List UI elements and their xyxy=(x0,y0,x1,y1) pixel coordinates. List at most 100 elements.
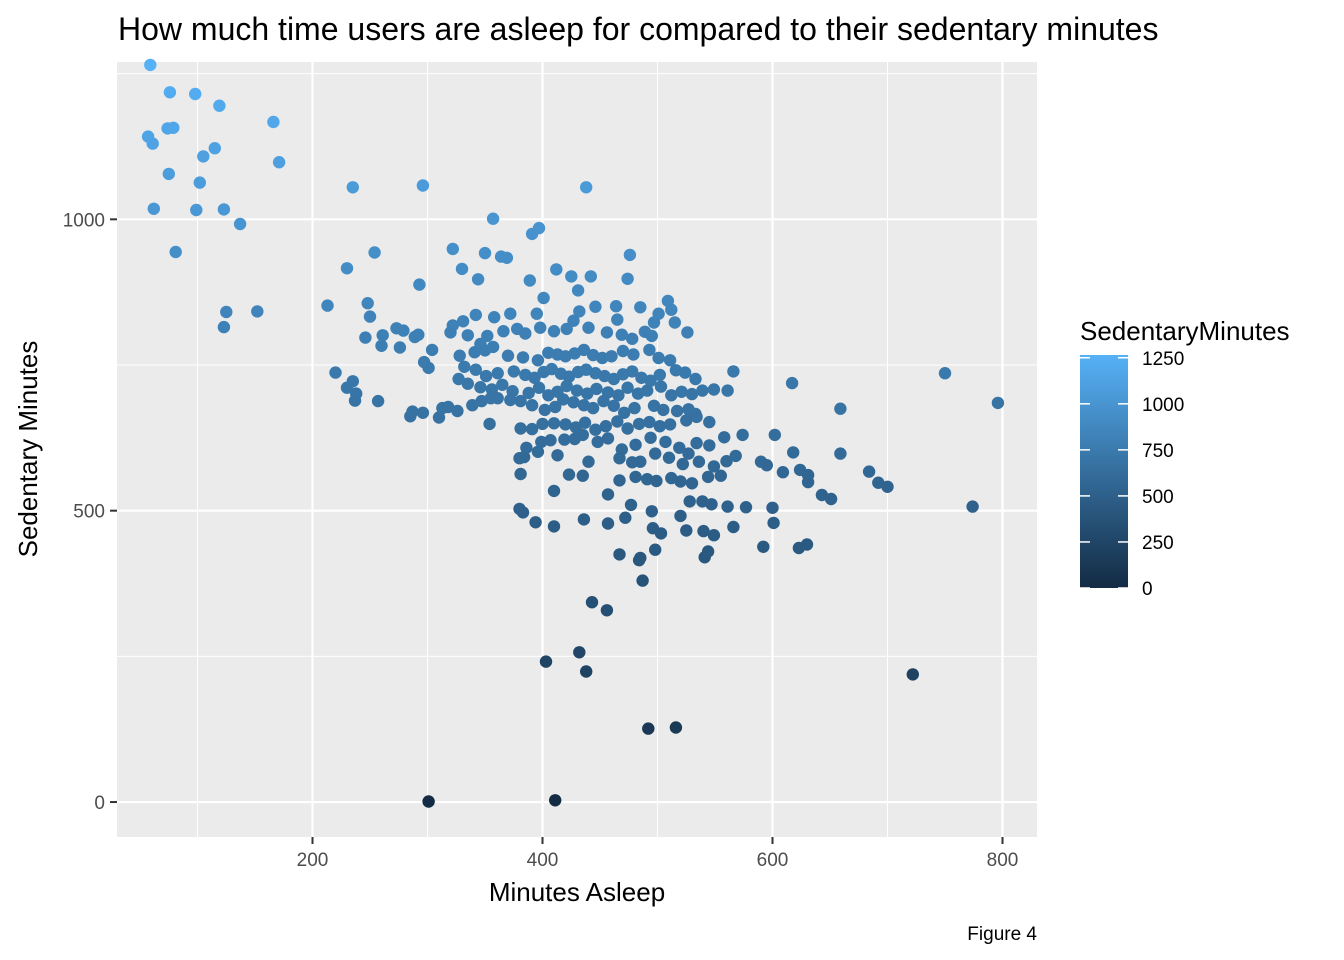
data-point xyxy=(346,375,359,388)
data-point xyxy=(340,262,354,275)
data-point xyxy=(550,263,563,276)
data-point xyxy=(458,360,471,373)
data-point xyxy=(647,399,661,412)
data-point xyxy=(573,305,586,318)
plot-panel xyxy=(117,62,1037,837)
data-point xyxy=(536,417,549,431)
data-point xyxy=(513,502,526,516)
data-point xyxy=(393,341,407,354)
data-point xyxy=(406,405,419,418)
data-point xyxy=(714,469,727,482)
data-point xyxy=(801,475,815,489)
data-point xyxy=(567,314,580,327)
data-point xyxy=(189,87,202,101)
data-point xyxy=(576,428,589,442)
data-point xyxy=(361,297,374,310)
data-point xyxy=(621,422,634,435)
data-point xyxy=(669,721,683,734)
data-point xyxy=(645,505,658,518)
data-point xyxy=(163,86,177,99)
data-point xyxy=(577,513,591,526)
data-point xyxy=(739,501,753,514)
data-point xyxy=(609,300,623,313)
data-point xyxy=(525,399,539,412)
data-point xyxy=(474,381,487,394)
data-point xyxy=(267,115,280,129)
data-point xyxy=(497,325,510,338)
data-point xyxy=(721,500,734,513)
data-point xyxy=(483,417,496,431)
data-point xyxy=(544,434,557,447)
data-point xyxy=(634,455,647,468)
data-point xyxy=(652,351,665,365)
data-point xyxy=(674,475,687,488)
data-point xyxy=(514,467,527,481)
data-point xyxy=(162,167,175,181)
data-point xyxy=(757,540,770,553)
data-point xyxy=(703,439,716,452)
data-point xyxy=(718,431,731,444)
data-point xyxy=(537,291,550,305)
legend-label: 1250 xyxy=(1142,349,1184,370)
data-point xyxy=(678,366,692,379)
data-point xyxy=(562,468,576,481)
data-point xyxy=(444,326,457,339)
data-point xyxy=(573,646,586,659)
data-point xyxy=(862,465,876,478)
data-point xyxy=(586,401,600,415)
data-point xyxy=(673,441,686,454)
data-point xyxy=(681,326,694,339)
data-point xyxy=(641,384,654,397)
data-point xyxy=(727,365,740,378)
data-point xyxy=(193,176,206,189)
data-point xyxy=(601,432,615,445)
data-point xyxy=(601,517,615,530)
data-point xyxy=(558,433,571,446)
data-point xyxy=(422,795,435,808)
data-point xyxy=(412,328,425,341)
data-point xyxy=(375,339,388,352)
data-point xyxy=(197,150,210,163)
data-point xyxy=(707,529,721,542)
data-point xyxy=(591,435,604,449)
data-point xyxy=(727,520,740,534)
data-point xyxy=(549,400,562,414)
data-point xyxy=(547,520,561,533)
data-point xyxy=(557,393,570,406)
data-point xyxy=(581,387,594,400)
x-tick-label: 400 xyxy=(527,850,559,871)
data-point xyxy=(607,372,620,386)
data-point xyxy=(654,527,668,540)
y-axis-title: Sedentary Minutes xyxy=(13,341,43,558)
data-point xyxy=(562,370,576,383)
chart-title: How much time users are asleep for compa… xyxy=(118,11,1158,47)
data-point xyxy=(618,406,631,419)
data-point xyxy=(597,394,610,408)
data-point xyxy=(692,455,706,468)
data-point xyxy=(668,316,681,329)
data-point xyxy=(491,367,504,380)
data-point xyxy=(371,394,385,408)
data-point xyxy=(507,365,520,378)
data-point xyxy=(422,361,435,375)
data-point xyxy=(613,474,626,487)
data-point xyxy=(634,301,647,314)
data-point xyxy=(208,142,221,155)
data-point xyxy=(516,351,530,364)
data-point xyxy=(689,372,702,386)
data-point xyxy=(504,307,517,320)
data-point xyxy=(547,417,561,430)
data-point xyxy=(452,372,465,386)
data-point xyxy=(582,455,595,468)
data-point xyxy=(547,325,561,338)
data-point xyxy=(674,509,687,523)
data-point xyxy=(565,270,578,283)
data-point xyxy=(451,404,464,418)
data-point xyxy=(528,371,541,384)
data-point xyxy=(766,501,779,514)
data-point xyxy=(532,381,546,394)
data-point xyxy=(800,538,814,551)
color-legend: SedentaryMinutes 0 250 500 750 1000 1250 xyxy=(1080,316,1290,600)
data-point xyxy=(272,156,286,169)
data-point xyxy=(938,367,952,380)
